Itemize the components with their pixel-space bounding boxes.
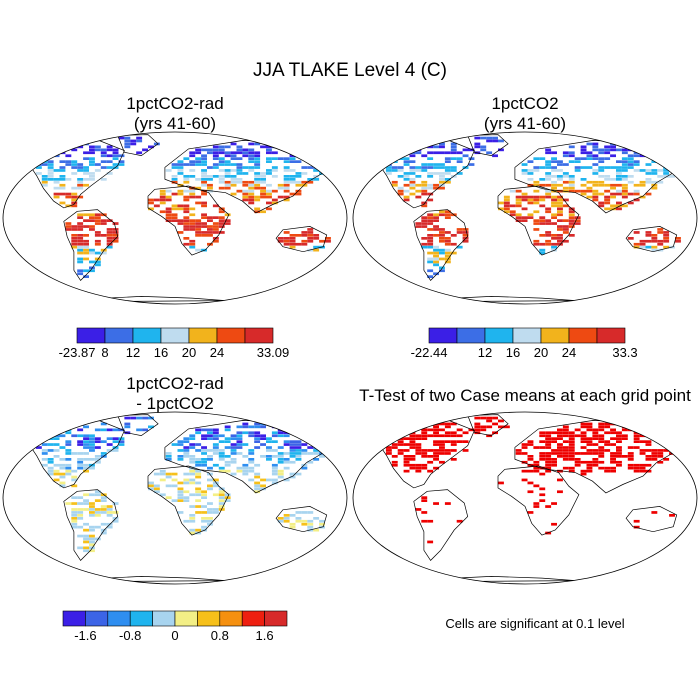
colorbar-swatch — [241, 610, 265, 627]
colorbar-swatch — [216, 327, 246, 344]
colorbar-tick-label: 0.8 — [210, 628, 229, 643]
panel-2-title-line1: 1pctCO2 — [491, 94, 559, 113]
map-panel-1pctCO2-rad — [2, 131, 348, 305]
colorbar-swatch — [188, 327, 218, 344]
panel-1-title-line2: (yrs 41-60) — [133, 114, 217, 133]
colorbar-tick-label: 20 — [533, 345, 549, 360]
panel-3-title-line2: - 1pctCO2 — [136, 394, 214, 413]
coastline-antarctica — [440, 576, 576, 582]
coastline-southAmerica — [413, 209, 469, 281]
panel-2-title: 1pctCO2 (yrs 41-60) — [420, 94, 630, 134]
coastline-australia — [275, 506, 328, 533]
colorbar-swatch — [107, 610, 131, 627]
colorbar-tick-label: -0.8 — [118, 628, 142, 643]
coastline-africa — [147, 465, 230, 536]
panel-4-title-line1: T-Test of two Case means at each grid po… — [359, 386, 691, 405]
colorbar-tick-label: 33.3 — [612, 345, 638, 360]
colorbar-tick-label: -1.6 — [74, 628, 97, 643]
coastline-northAmerica — [369, 140, 475, 209]
colorbar-panel-1pctCO2 — [428, 327, 626, 344]
coastline-australia — [625, 506, 678, 533]
colorbar-panel-difference — [62, 610, 288, 627]
colorbar-swatch — [197, 610, 221, 627]
coastline-greenland — [467, 134, 509, 156]
coastline-northAmerica — [369, 420, 475, 489]
colorbar-tick-label: 33.09 — [256, 345, 290, 360]
colorbar-swatch — [568, 327, 598, 344]
coastline-northAmerica — [19, 420, 125, 489]
coastline-antarctica — [90, 576, 226, 582]
coastline-africa — [497, 185, 580, 256]
colorbar-tick-label: 20 — [181, 345, 197, 360]
map-frame — [352, 411, 698, 585]
colorbar-tick-label: 12 — [477, 345, 493, 360]
colorbar-swatch — [540, 327, 570, 344]
colorbar-panel-1pctCO2-rad — [76, 327, 274, 344]
coastline-greenland — [117, 134, 159, 156]
colorbar-swatch — [129, 610, 153, 627]
coastline-africa — [147, 185, 230, 256]
panel-3-title-line1: 1pctCO2-rad — [126, 374, 224, 393]
colorbar-swatch — [264, 610, 288, 627]
colorbar-tick-label: 16 — [153, 345, 169, 360]
panel-2-title-line2: (yrs 41-60) — [483, 114, 567, 133]
coastline-southAmerica — [63, 489, 119, 561]
colorbar-tick-label: 24 — [209, 345, 225, 360]
panel-1-title: 1pctCO2-rad (yrs 41-60) — [70, 94, 280, 134]
colorbar-tick-label: 12 — [125, 345, 141, 360]
figure-title: JJA TLAKE Level 4 (C) — [253, 60, 447, 81]
colorbar-swatch — [160, 327, 190, 344]
coastline-greenland — [117, 414, 159, 436]
colorbar-tick-label: 0 — [171, 628, 179, 643]
coastline-australia — [625, 226, 678, 253]
colorbar-swatch — [219, 610, 243, 627]
map-frame — [352, 131, 698, 305]
coastline-antarctica — [90, 296, 226, 302]
colorbar-tick-label: 8 — [101, 345, 109, 360]
coastline-australia — [275, 226, 328, 253]
panel-1-title-line1: 1pctCO2-rad — [126, 94, 224, 113]
coastline-africa — [497, 465, 580, 536]
map-frame — [2, 131, 348, 305]
colorbar-tick-label: 24 — [561, 345, 577, 360]
colorbar-swatch — [456, 327, 486, 344]
colorbar-tick-label: 1.6 — [255, 628, 274, 643]
panel-4-title: T-Test of two Case means at each grid po… — [350, 386, 700, 406]
colorbar-swatch — [244, 327, 274, 344]
coastline-greenland — [467, 414, 509, 436]
colorbar-tick-label: 16 — [505, 345, 521, 360]
colorbar-swatch — [76, 327, 106, 344]
coastline-northAmerica — [19, 140, 125, 209]
colorbar-swatch — [104, 327, 134, 344]
colorbar-swatch — [428, 327, 458, 344]
coastline-southAmerica — [413, 489, 469, 561]
colorbar-swatch — [512, 327, 542, 344]
map-panel-ttest — [352, 411, 698, 585]
colorbar-swatch — [596, 327, 626, 344]
map-frame — [2, 411, 348, 585]
colorbar-swatch — [152, 610, 176, 627]
map-panel-1pctCO2 — [352, 131, 698, 305]
significance-note: Cells are significant at 0.1 level — [445, 616, 625, 631]
colorbar-swatch — [174, 610, 198, 627]
colorbar-tick-label: -22.44 — [410, 345, 448, 360]
colorbar-tick-label: -23.87 — [58, 345, 96, 360]
coastline-antarctica — [440, 296, 576, 302]
map-panel-difference — [2, 411, 348, 585]
panel-3-title: 1pctCO2-rad - 1pctCO2 — [70, 374, 280, 414]
colorbar-swatch — [132, 327, 162, 344]
coastline-southAmerica — [63, 209, 119, 281]
colorbar-swatch — [62, 610, 86, 627]
colorbar-swatch — [85, 610, 109, 627]
colorbar-swatch — [484, 327, 514, 344]
